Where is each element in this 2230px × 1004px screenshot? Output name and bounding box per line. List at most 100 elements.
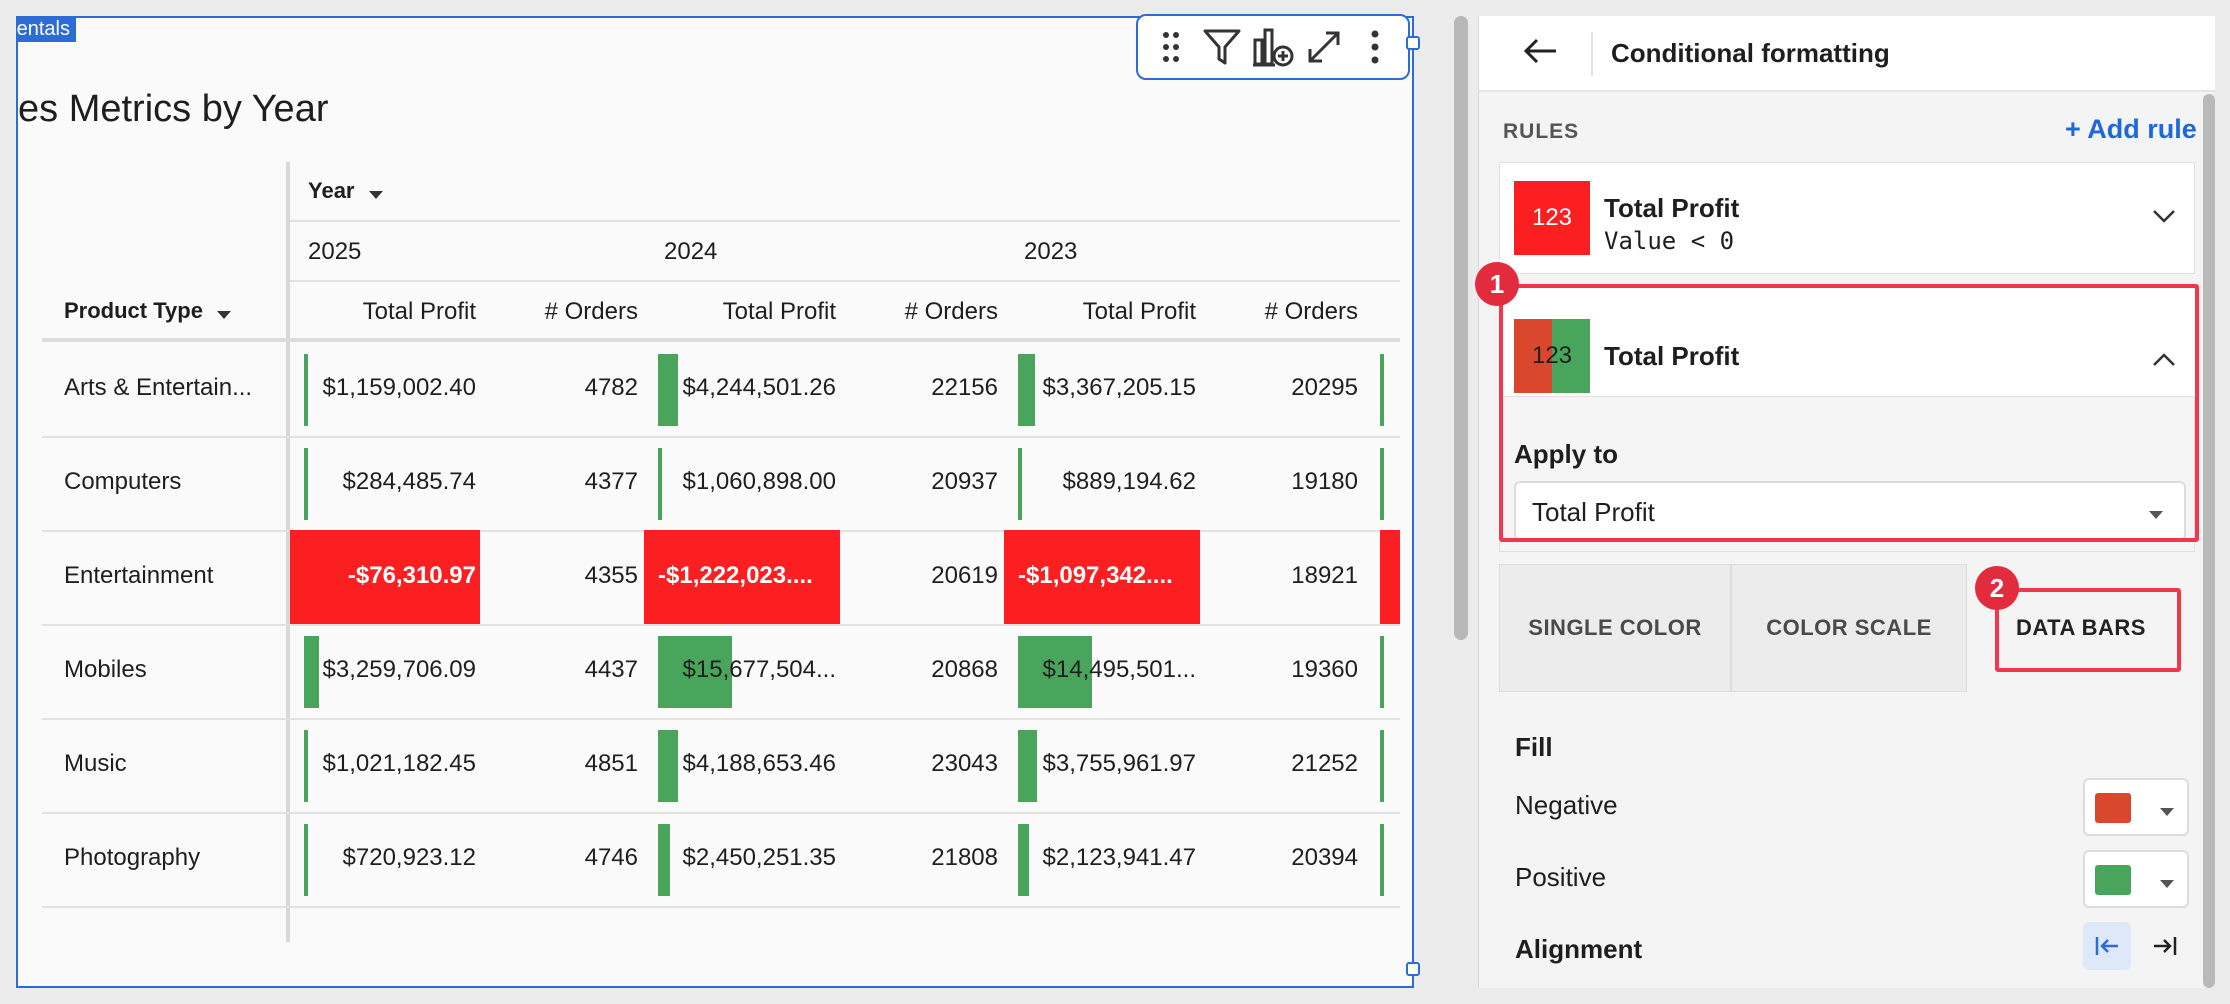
cell-orders[interactable]: 21252	[1291, 750, 1358, 777]
resize-handle-bottom-right[interactable]	[1406, 962, 1420, 976]
cell-orders[interactable]: 20394	[1291, 844, 1358, 871]
row-header-divider[interactable]	[286, 162, 290, 942]
chevron-down-icon[interactable]	[2152, 209, 2176, 230]
column-header-orders[interactable]: # Orders	[904, 298, 998, 325]
row-header-label[interactable]: Product Type	[64, 298, 203, 323]
data-bar	[1380, 636, 1384, 708]
year-label-2024: 2024	[664, 238, 718, 265]
cell-orders[interactable]: 20937	[931, 468, 998, 495]
column-header-orders[interactable]: # Orders	[1264, 298, 1358, 325]
row-divider	[42, 624, 1400, 626]
data-bar	[1380, 354, 1384, 426]
cell-orders[interactable]: 18921	[1291, 562, 1358, 589]
tab-single-color[interactable]: SINGLE COLOR	[1499, 564, 1731, 692]
align-right-icon[interactable]	[2141, 922, 2189, 970]
back-arrow-icon[interactable]	[1523, 36, 1559, 71]
rule-card-2-header[interactable]	[1500, 285, 2196, 397]
alignment-label: Alignment	[1515, 934, 1643, 964]
chevron-up-icon[interactable]	[2152, 351, 2176, 372]
cell-orders[interactable]: 4377	[584, 468, 638, 495]
annotation-box-2	[1995, 588, 2181, 672]
column-header-total-profit[interactable]: Total Profit	[722, 298, 836, 325]
cell-total-profit[interactable]: $1,159,002.40	[322, 374, 476, 401]
divider	[1591, 32, 1593, 76]
cell-total-profit[interactable]: $1,060,898.00	[682, 468, 836, 495]
cell-orders[interactable]: 4782	[584, 374, 638, 401]
data-bar	[658, 636, 732, 708]
canvas-scrollbar[interactable]	[1454, 16, 1468, 640]
more-icon[interactable]	[1353, 23, 1397, 71]
year-dropdown-icon[interactable]	[368, 188, 384, 206]
row-label-product-type: Arts & Entertain...	[64, 374, 253, 401]
cell-orders[interactable]: 19180	[1291, 468, 1358, 495]
row-label-product-type: Photography	[64, 844, 201, 871]
fill-label: Fill	[1515, 732, 1553, 762]
cell-total-profit[interactable]: $4,188,653.46	[682, 750, 836, 777]
cell-orders[interactable]: 20619	[931, 562, 998, 589]
cell-total-profit[interactable]: -$76,310.97	[347, 562, 476, 589]
rules-section-label: RULES	[1503, 120, 1580, 143]
expand-icon[interactable]	[1302, 23, 1346, 71]
apply-to-value: Total Profit	[1532, 497, 1655, 527]
rule-swatch: 123	[1514, 181, 1590, 255]
cell-total-profit[interactable]: $3,259,706.09	[322, 656, 476, 683]
cell-total-profit[interactable]: $1,021,182.45	[322, 750, 476, 777]
cell-total-profit[interactable]: $14,495,501...	[1042, 656, 1196, 683]
add-rule-button[interactable]: + Add rule	[2065, 114, 2197, 144]
cell-orders[interactable]: 4746	[584, 844, 638, 871]
product-type-dropdown-icon[interactable]	[216, 308, 232, 326]
apply-to-select[interactable]: Total Profit	[1514, 481, 2186, 541]
cell-total-profit[interactable]: $15,677,504...	[682, 656, 836, 683]
row-divider	[42, 718, 1400, 720]
cell-orders[interactable]: 23043	[931, 750, 998, 777]
data-bar	[1380, 448, 1384, 520]
color-swatch	[2095, 865, 2131, 895]
panel-scrollbar[interactable]	[2203, 94, 2215, 988]
rule-name: Total Profit	[1604, 193, 1740, 223]
cell-orders[interactable]: 20295	[1291, 374, 1358, 401]
tab-color-scale[interactable]: COLOR SCALE	[1731, 564, 1967, 692]
rule-card-1[interactable]: 123 Total Profit Value < 0	[1499, 162, 2195, 274]
rule-card-2[interactable]: 123 Total Profit Apply to Total Profit	[1499, 284, 2196, 552]
divider	[290, 280, 1400, 282]
cell-orders[interactable]: 22156	[931, 374, 998, 401]
cell-total-profit[interactable]: $3,755,961.97	[1042, 750, 1196, 777]
annotation-badge-2: 2	[1975, 566, 2019, 610]
cell-total-profit[interactable]: $4,244,501.26	[682, 374, 836, 401]
cell-total-profit[interactable]: -$1,222,023....	[658, 562, 813, 589]
negative-color-picker[interactable]	[2083, 778, 2189, 836]
add-chart-icon[interactable]	[1251, 23, 1295, 71]
positive-label: Positive	[1515, 862, 1607, 892]
cell-total-profit[interactable]: $889,194.62	[1062, 468, 1196, 495]
column-header-total-profit[interactable]: Total Profit	[1082, 298, 1196, 325]
resize-handle-top-right[interactable]	[1406, 36, 1420, 50]
negative-highlight-cell	[644, 530, 840, 624]
cell-orders[interactable]: 21808	[931, 844, 998, 871]
cell-orders[interactable]: 4851	[584, 750, 638, 777]
cell-total-profit[interactable]: $2,450,251.35	[682, 844, 836, 871]
cell-orders[interactable]: 19360	[1291, 656, 1358, 683]
cell-orders[interactable]: 20868	[931, 656, 998, 683]
rule-swatch: 123	[1514, 319, 1590, 393]
column-header-total-profit[interactable]: Total Profit	[362, 298, 476, 325]
cell-orders[interactable]: 4355	[584, 562, 638, 589]
column-header-orders[interactable]: # Orders	[544, 298, 638, 325]
align-left-icon[interactable]	[2083, 922, 2131, 970]
drag-handle-icon[interactable]	[1149, 23, 1193, 71]
cell-total-profit[interactable]: $284,485.74	[342, 468, 476, 495]
pivot-table-element[interactable]: es Metrics by Year Year 2025 2024 2023 P…	[16, 16, 1414, 988]
cell-total-profit[interactable]: $720,923.12	[342, 844, 476, 871]
rule-condition: Value < 0	[1604, 227, 1735, 255]
positive-color-picker[interactable]	[2083, 850, 2189, 908]
cell-orders[interactable]: 4437	[584, 656, 638, 683]
element-toolbar	[1136, 14, 1410, 80]
data-bar	[1018, 354, 1035, 426]
filter-icon[interactable]	[1200, 23, 1244, 71]
row-divider	[42, 906, 1400, 908]
cell-total-profit[interactable]: $3,367,205.15	[1042, 374, 1196, 401]
data-bar	[1018, 636, 1092, 708]
cell-total-profit[interactable]: -$1,097,342....	[1018, 562, 1173, 589]
rule-name: Total Profit	[1604, 341, 1740, 371]
cell-total-profit[interactable]: $2,123,941.47	[1042, 844, 1196, 871]
column-group-label[interactable]: Year	[308, 178, 355, 203]
